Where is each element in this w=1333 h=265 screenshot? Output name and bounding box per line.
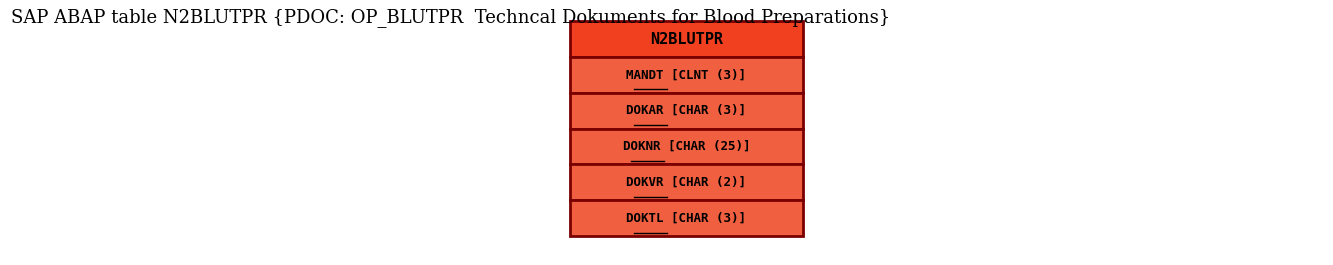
Bar: [571, 200, 802, 236]
Text: DOKAR [CHAR (3)]: DOKAR [CHAR (3)]: [627, 104, 746, 117]
Bar: [571, 93, 802, 129]
Text: DOKNR [CHAR (25)]: DOKNR [CHAR (25)]: [623, 140, 750, 153]
Text: DOKVR [CHAR (2)]: DOKVR [CHAR (2)]: [627, 176, 746, 189]
Text: SAP ABAP table N2BLUTPR {PDOC: OP_BLUTPR  Techncal Dokuments for Blood Preparati: SAP ABAP table N2BLUTPR {PDOC: OP_BLUTPR…: [11, 8, 890, 27]
Text: MANDT [CLNT (3)]: MANDT [CLNT (3)]: [627, 68, 746, 81]
Bar: [571, 129, 802, 164]
Bar: [571, 57, 802, 93]
Bar: [571, 21, 802, 57]
Text: N2BLUTPR: N2BLUTPR: [651, 32, 722, 47]
Text: DOKTL [CHAR (3)]: DOKTL [CHAR (3)]: [627, 211, 746, 224]
Bar: [571, 164, 802, 200]
